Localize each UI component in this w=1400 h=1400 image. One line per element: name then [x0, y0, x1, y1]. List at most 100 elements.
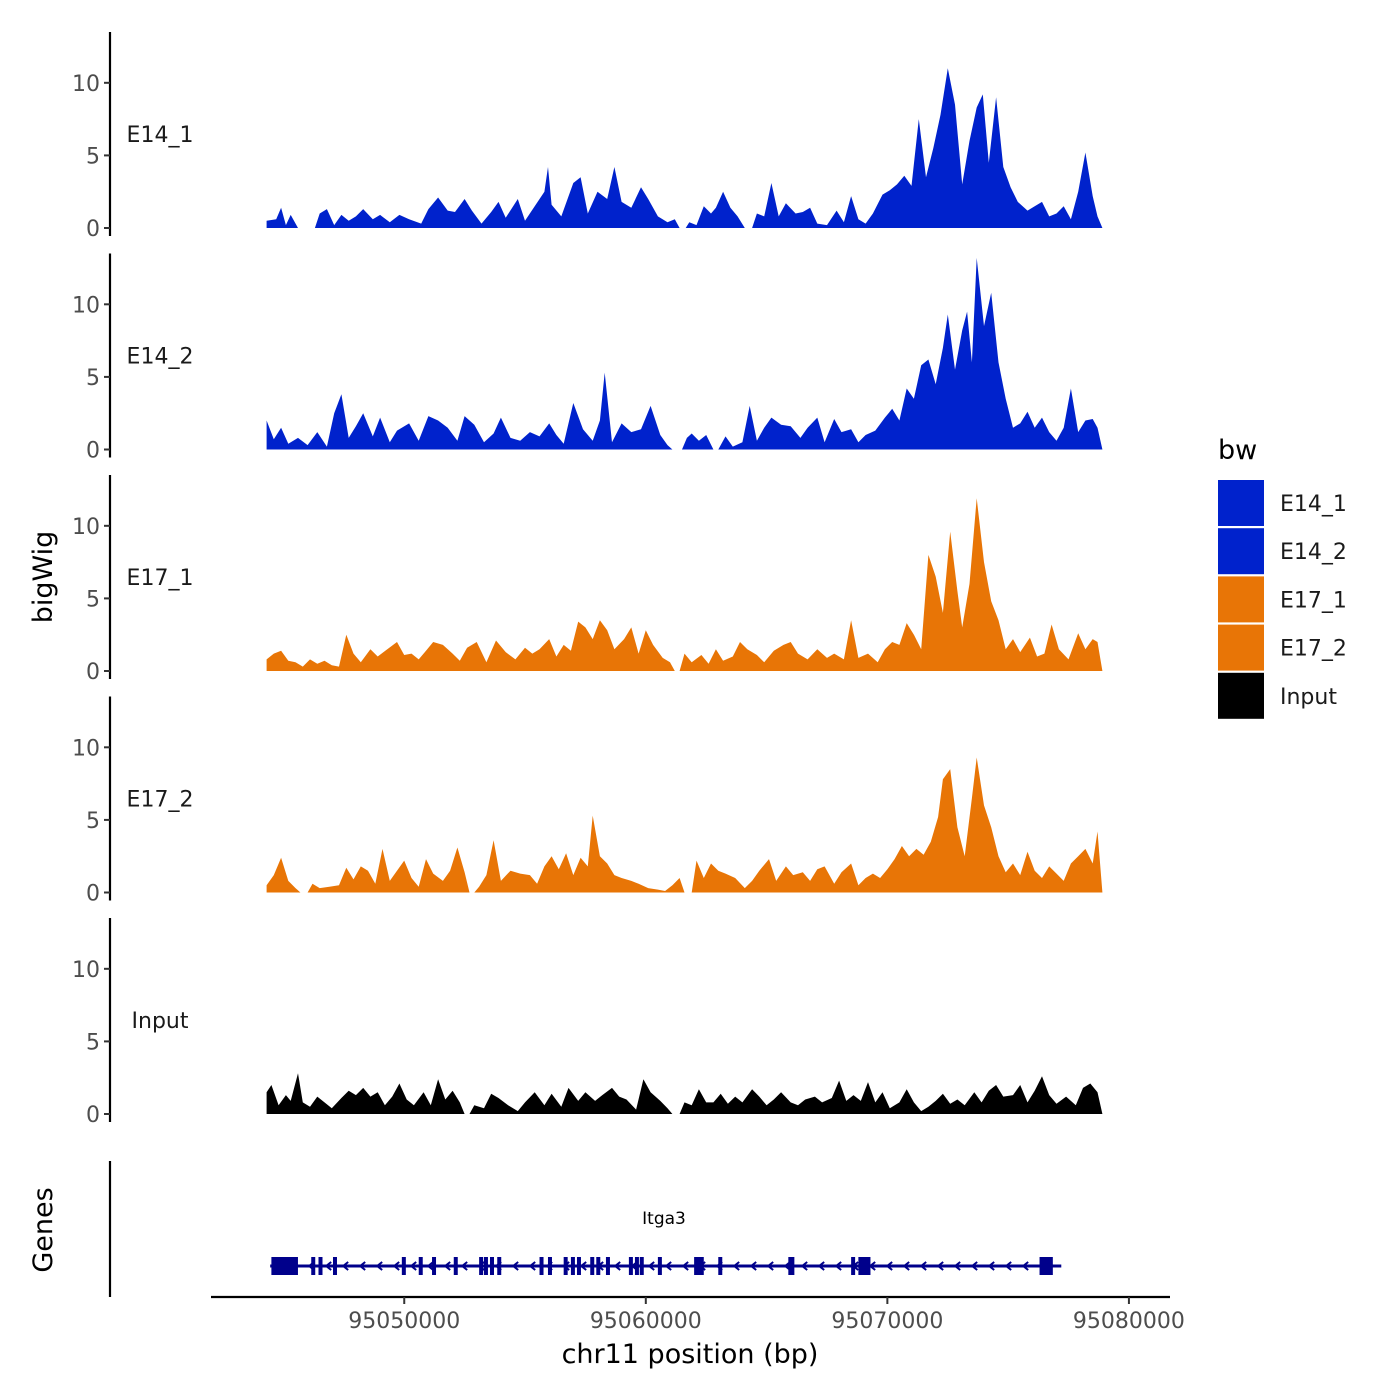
strand-arrow	[919, 1261, 927, 1271]
strand-arrow	[970, 1261, 978, 1271]
signal-area-e17_1	[266, 498, 1103, 671]
strand-arrow	[375, 1261, 383, 1271]
track-label: E14_1	[127, 123, 194, 148]
exon	[1039, 1257, 1053, 1275]
y-tick-label: 10	[72, 72, 100, 97]
exon	[694, 1257, 704, 1275]
y-tick-label: 5	[86, 587, 100, 612]
exon	[332, 1257, 337, 1275]
legend-label: Input	[1280, 685, 1337, 710]
strand-arrow	[834, 1261, 842, 1271]
legend-label: E14_1	[1280, 492, 1347, 517]
strand-arrow	[817, 1261, 825, 1271]
strand-arrow	[647, 1261, 655, 1271]
legend-label: E14_2	[1280, 540, 1347, 565]
y-tick-label: 0	[86, 217, 100, 242]
exon	[539, 1257, 544, 1275]
strand-arrow	[953, 1261, 961, 1271]
strand-arrow	[766, 1261, 774, 1271]
strand-arrow	[885, 1261, 893, 1271]
legend-title: bw	[1218, 435, 1257, 466]
strand-arrow	[681, 1261, 689, 1271]
y-tick-label: 0	[86, 882, 100, 907]
strand-arrow	[511, 1261, 519, 1271]
strand-arrow	[443, 1261, 451, 1271]
track-label: E17_1	[127, 566, 194, 591]
exon	[639, 1257, 644, 1275]
exon	[479, 1257, 484, 1275]
y-tick-label: 5	[86, 366, 100, 391]
strand-arrow	[460, 1261, 468, 1271]
x-axis: 95050000 95060000 95070000 95080000	[211, 1295, 1185, 1334]
legend-label: E17_1	[1280, 588, 1347, 613]
signal-area-e14_1	[266, 68, 1103, 228]
strand-arrow	[732, 1261, 740, 1271]
x-axis-title: chr11 position (bp)	[562, 1339, 819, 1370]
exon	[318, 1257, 323, 1275]
strand-arrow	[800, 1261, 808, 1271]
y-tick-label: 0	[86, 439, 100, 464]
track-label: E17_2	[127, 788, 194, 813]
exon	[432, 1257, 437, 1275]
x-tick-label: 95070000	[831, 1309, 943, 1334]
exon	[547, 1257, 552, 1275]
y-tick-label: 10	[72, 293, 100, 318]
gene-track-panel: Itga3	[108, 1161, 1062, 1297]
track-label: Input	[132, 1009, 189, 1034]
strand-arrow	[613, 1261, 621, 1271]
exon	[490, 1257, 494, 1275]
exon	[596, 1257, 601, 1275]
legend: bw E14_1 E14_2 E17_1 E17_2 Input	[1218, 435, 1347, 719]
x-tick-label: 95080000	[1073, 1309, 1185, 1334]
strand-arrow	[987, 1261, 995, 1271]
y-tick-label: 5	[86, 144, 100, 169]
strand-arrow	[902, 1261, 910, 1271]
track-input: 0 5 10 Input	[72, 918, 1103, 1128]
track-e14_2: 0 5 10 E14_2	[72, 253, 1103, 464]
exon	[576, 1257, 581, 1275]
legend-swatch	[1218, 576, 1264, 623]
x-tick-label: 95050000	[348, 1309, 460, 1334]
strand-arrow	[1021, 1261, 1029, 1271]
exon	[605, 1257, 610, 1275]
y-tick-label: 10	[72, 736, 100, 761]
track-label: E14_2	[127, 345, 194, 370]
legend-label: E17_2	[1280, 637, 1347, 662]
x-tick-label: 95060000	[590, 1309, 702, 1334]
signal-area-e14_2	[266, 257, 1103, 450]
exon	[563, 1257, 568, 1275]
strand-arrow	[579, 1261, 587, 1271]
strand-arrow	[341, 1261, 349, 1271]
y-tick-label: 5	[86, 1030, 100, 1055]
strand-arrow	[409, 1261, 417, 1271]
strand-arrow	[426, 1261, 434, 1271]
exon	[858, 1257, 871, 1275]
strand-arrow	[936, 1261, 944, 1271]
exon	[271, 1257, 298, 1275]
exon	[418, 1257, 423, 1275]
y-axis-title: bigWig	[28, 531, 59, 624]
strand-arrow	[664, 1261, 672, 1271]
exon	[497, 1257, 502, 1275]
exon	[851, 1257, 856, 1275]
exon	[311, 1257, 316, 1275]
legend-swatch	[1218, 528, 1264, 575]
y-tick-label: 0	[86, 660, 100, 685]
y-tick-label: 10	[72, 958, 100, 983]
gene-label: Itga3	[642, 1209, 686, 1229]
strand-arrow	[528, 1261, 536, 1271]
signal-area-e17_2	[266, 757, 1103, 893]
track-e14_1: 0 5 10 E14_1	[72, 32, 1103, 242]
track-e17_1: 0 5 10 E17_1	[72, 475, 1103, 685]
signal-area-input	[266, 1073, 1103, 1114]
genes-axis-title: Genes	[28, 1187, 59, 1272]
exon	[590, 1257, 595, 1275]
exon	[401, 1257, 406, 1275]
strand-arrow	[1004, 1261, 1012, 1271]
exon	[483, 1257, 488, 1275]
strand-arrow	[324, 1261, 332, 1271]
exon	[718, 1257, 723, 1275]
legend-swatch	[1218, 480, 1264, 526]
y-tick-label: 5	[86, 809, 100, 834]
